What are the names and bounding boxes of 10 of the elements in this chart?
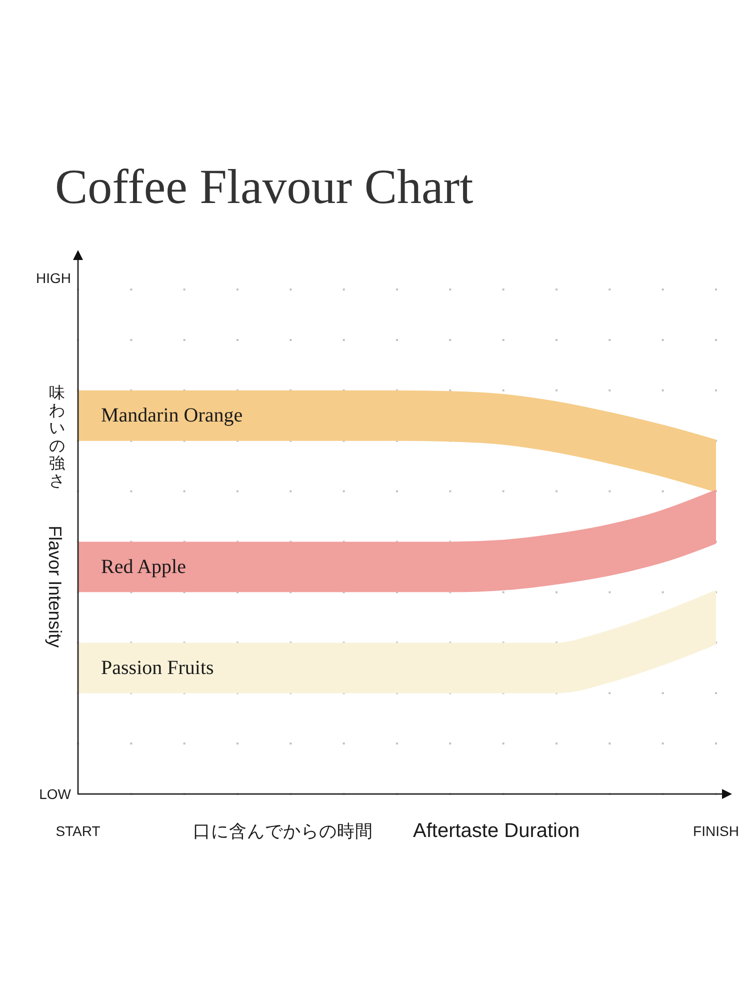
annotation: HIGH [36,270,71,286]
series-name: Mandarin Orange [101,404,243,427]
annotation: LOW [39,786,71,802]
series-name: Red Apple [101,556,186,578]
x-tick-label: FINISH [693,823,739,839]
xlabel: 口に含んでからの時間 Aftertaste Duration [193,820,580,842]
title: Coffee Flavour Chart [55,159,474,214]
x-tick-label: START [56,823,100,839]
series-name: Passion Fruits [101,657,214,679]
ylabel: 味わいの強さ Flavor Intensity [45,382,65,648]
